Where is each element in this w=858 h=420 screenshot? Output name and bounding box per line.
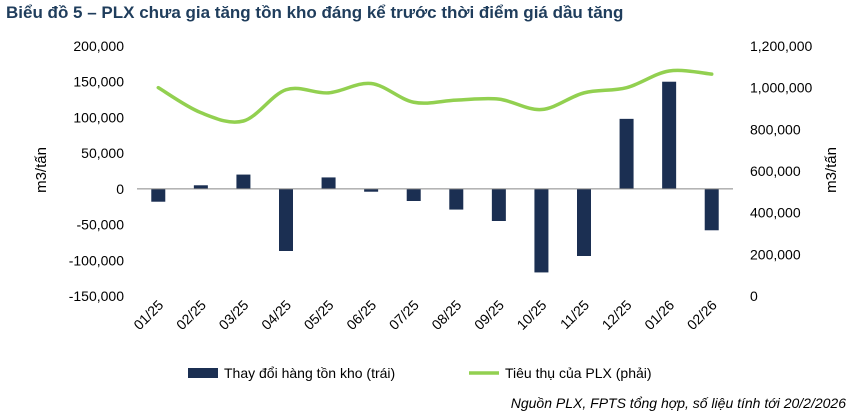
chart-title: Biểu đồ 5 – PLX chưa gia tăng tồn kho đá… bbox=[6, 3, 624, 22]
y-left-tick-label: 100,000 bbox=[73, 109, 124, 125]
inventory-change-bar bbox=[279, 188, 293, 251]
x-tick-label: 06/25 bbox=[343, 297, 379, 333]
y-left-tick-label: 150,000 bbox=[73, 74, 124, 90]
legend-bar-swatch bbox=[188, 368, 218, 378]
x-tick-label: 01/25 bbox=[130, 297, 166, 333]
inventory-change-bar bbox=[151, 188, 166, 202]
inventory-change-bar bbox=[406, 188, 421, 201]
y-right-tick-label: 600,000 bbox=[750, 163, 801, 179]
y-left-tick-label: -50,000 bbox=[77, 217, 125, 233]
y-left-tick-label: -150,000 bbox=[69, 288, 124, 304]
y-right-tick-label: 0 bbox=[750, 288, 758, 304]
y-left-tick-label: -100,000 bbox=[69, 252, 124, 268]
inventory-change-bar bbox=[491, 188, 506, 221]
x-tick-label: 11/25 bbox=[557, 297, 593, 333]
x-tick-label: 02/26 bbox=[684, 297, 720, 333]
y-right-tick-label: 400,000 bbox=[750, 205, 801, 221]
inventory-change-bar bbox=[449, 188, 464, 210]
y-left-tick-label: 0 bbox=[116, 181, 124, 197]
inventory-change-bar bbox=[321, 177, 336, 189]
inventory-change-bar bbox=[577, 188, 591, 256]
y-axis-left: 200,000 150,000 100,000 50,000 0 -50,000 -100,… bbox=[69, 38, 124, 304]
legend-bar-label: Thay đổi hàng tồn kho (trái) bbox=[224, 365, 395, 381]
y-left-tick-label: 50,000 bbox=[81, 145, 124, 161]
x-tick-label: 03/25 bbox=[215, 297, 251, 333]
source-note: Nguồn PLX, FPTS tổng hợp, số liệu tính t… bbox=[510, 395, 846, 411]
inventory-change-bar bbox=[662, 81, 677, 189]
inventory-change-bar bbox=[193, 185, 208, 189]
x-tick-label: 07/25 bbox=[386, 297, 422, 333]
y-left-tick-label: 200,000 bbox=[73, 38, 124, 54]
y-right-tick-label: 200,000 bbox=[750, 246, 801, 262]
legend: Thay đổi hàng tồn kho (trái) Tiêu thụ của… bbox=[188, 365, 652, 381]
line-series bbox=[156, 68, 714, 124]
x-tick-label: 08/25 bbox=[428, 297, 464, 333]
inventory-change-bar bbox=[534, 188, 549, 273]
x-tick-label: 12/25 bbox=[599, 297, 635, 333]
inventory-change-bar bbox=[704, 188, 719, 231]
x-tick-label: 05/25 bbox=[301, 297, 337, 333]
consumption-line bbox=[156, 68, 714, 124]
y-right-tick-label: 1,200,000 bbox=[750, 38, 812, 54]
y-axis-right: 1,200,000 1,000,000 800,000 600,000 400,000 2… bbox=[750, 38, 812, 304]
y-axis-right-title: m3/tấn bbox=[823, 147, 840, 193]
x-tick-label: 10/25 bbox=[513, 297, 549, 333]
x-axis: 01/25 02/25 03/25 04/25 05/25 06/25 07/25 08/25… bbox=[130, 188, 733, 333]
x-tick-label: 04/25 bbox=[258, 297, 294, 333]
x-tick-label: 09/25 bbox=[471, 297, 507, 333]
x-tick-label: 02/25 bbox=[173, 297, 209, 333]
bar-series bbox=[151, 81, 719, 273]
inventory-change-bar bbox=[236, 174, 251, 189]
y-axis-left-title: m3/tấn bbox=[33, 147, 50, 193]
inventory-change-bar bbox=[364, 188, 379, 192]
y-right-tick-label: 800,000 bbox=[750, 121, 801, 137]
x-tick-label: 01/26 bbox=[641, 297, 677, 333]
inventory-change-bar bbox=[619, 118, 634, 189]
legend-line-label: Tiêu thụ của PLX (phải) bbox=[505, 365, 652, 381]
y-right-tick-label: 1,000,000 bbox=[750, 80, 812, 96]
